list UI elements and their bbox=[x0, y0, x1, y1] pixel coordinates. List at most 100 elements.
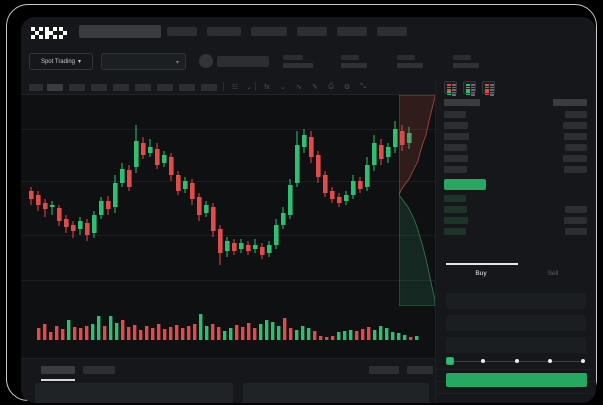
orderbook-ask-right-2 bbox=[564, 133, 587, 140]
okx-logo[interactable] bbox=[31, 26, 69, 39]
pencil-icon[interactable]: ✎ bbox=[312, 84, 318, 91]
order-total-field[interactable] bbox=[446, 337, 586, 353]
confirm-buy-button[interactable] bbox=[446, 373, 587, 387]
order-info-line-2 bbox=[436, 393, 596, 394]
timeframe-chip-8[interactable] bbox=[201, 84, 217, 91]
timeframe-chip-4[interactable] bbox=[113, 84, 129, 91]
orders-tab-1[interactable] bbox=[83, 366, 115, 374]
slider-handle[interactable] bbox=[446, 357, 454, 365]
mode-bar bbox=[485, 86, 489, 89]
order-info-line-0 bbox=[436, 369, 596, 370]
orderbook-bid-right-3 bbox=[565, 228, 587, 235]
nav-item-3[interactable] bbox=[297, 27, 327, 36]
mode-bar bbox=[447, 89, 451, 91]
orderbook-price-highlight bbox=[444, 179, 486, 190]
order-amount-field[interactable] bbox=[446, 315, 586, 331]
nav-item-4[interactable] bbox=[337, 27, 367, 36]
timeframe-chip-6[interactable] bbox=[157, 84, 173, 91]
orderbook-ask-left-1 bbox=[444, 122, 468, 129]
mode-bar bbox=[485, 91, 489, 93]
mode-bar bbox=[470, 86, 475, 89]
timeframe-chip-2[interactable] bbox=[69, 84, 85, 91]
timeframe-chip-7[interactable] bbox=[179, 84, 195, 91]
mode-bar bbox=[470, 89, 475, 91]
line-tool-icon[interactable]: ∿ bbox=[296, 84, 302, 91]
price-chart[interactable] bbox=[21, 95, 435, 306]
mode-bar bbox=[451, 89, 456, 91]
ticker-stat-value bbox=[397, 63, 423, 68]
toolbar-divider bbox=[223, 82, 224, 91]
orders-chip-0[interactable] bbox=[369, 366, 399, 374]
mode-bar bbox=[470, 91, 475, 94]
trading-app-screen: Spot Trading ▾ ▾ ☷ ⌄ fx ⌄ ∿ ✎ ⎙ ⚙ ⤡ bbox=[21, 17, 596, 403]
mode-bar bbox=[470, 94, 475, 96]
orderbook-header-left bbox=[444, 99, 480, 106]
timeframe-chip-3[interactable] bbox=[91, 84, 107, 91]
percent-slider[interactable] bbox=[446, 357, 587, 365]
volume-chart bbox=[21, 306, 435, 358]
slider-stop-75[interactable] bbox=[547, 358, 552, 363]
tab-buy[interactable]: Buy bbox=[475, 270, 487, 277]
mode-bar bbox=[485, 89, 489, 91]
orders-panel-1 bbox=[243, 383, 429, 403]
trading-pair-select[interactable]: ▾ bbox=[101, 53, 186, 70]
gridline-0 bbox=[21, 129, 435, 130]
orderbook-bid-right-1 bbox=[565, 206, 587, 213]
candlestick-type-icon[interactable]: ☷ bbox=[231, 84, 239, 91]
candlestick-series bbox=[29, 121, 412, 265]
orderbook-mode-both[interactable] bbox=[444, 81, 457, 96]
nav-item-5[interactable] bbox=[377, 27, 407, 36]
orders-tab-0[interactable] bbox=[41, 366, 75, 374]
orderbook-mode-asks[interactable] bbox=[482, 81, 495, 96]
camera-icon[interactable]: ⎙ bbox=[328, 83, 334, 90]
ticker-stat-0 bbox=[283, 55, 313, 68]
ticker-stat-label bbox=[453, 55, 471, 60]
pair-name-placeholder bbox=[217, 56, 269, 67]
mode-bar bbox=[489, 94, 494, 96]
timeframe-chip-5[interactable] bbox=[135, 84, 151, 91]
slider-stop-50[interactable] bbox=[514, 358, 519, 363]
mode-bar bbox=[466, 93, 470, 96]
indicator-icon[interactable]: fx bbox=[264, 83, 270, 91]
slider-stop-100[interactable] bbox=[581, 358, 585, 363]
pair-avatar bbox=[199, 54, 213, 68]
mode-bar bbox=[466, 84, 470, 86]
orders-panel-0 bbox=[35, 383, 233, 403]
ticker-stat-value bbox=[341, 63, 367, 68]
chart-toolbar: ☷ ⌄ fx ⌄ ∿ ✎ ⎙ ⚙ ⤡ bbox=[21, 79, 435, 95]
nav-item-1[interactable] bbox=[207, 27, 241, 36]
fullscreen-icon[interactable]: ⤡ bbox=[360, 83, 366, 90]
slider-stop-25[interactable] bbox=[481, 358, 486, 363]
orderbook-ask-left-0 bbox=[444, 111, 466, 118]
orderbook-ask-right-4 bbox=[563, 155, 587, 162]
orders-chip-1[interactable] bbox=[407, 366, 433, 374]
orderbook-ask-left-4 bbox=[444, 155, 468, 162]
mode-bar bbox=[447, 91, 451, 93]
mode-bar bbox=[451, 86, 456, 89]
nav-item-2[interactable] bbox=[251, 27, 287, 36]
nav-item-0[interactable] bbox=[167, 27, 197, 36]
orderbook-mode-bids[interactable] bbox=[463, 81, 476, 96]
orders-tab-bar bbox=[21, 358, 435, 381]
tab-sell[interactable]: Sell bbox=[547, 270, 559, 277]
mode-bar bbox=[447, 86, 451, 89]
settings-icon[interactable]: ⚙ bbox=[343, 84, 351, 91]
search-input[interactable] bbox=[79, 25, 161, 38]
mode-bar bbox=[466, 89, 470, 91]
ticker-stat-label bbox=[283, 55, 303, 60]
buy-sell-tabs: Buy Sell bbox=[436, 261, 596, 287]
spot-trading-dropdown[interactable]: Spot Trading ▾ bbox=[29, 53, 93, 70]
indicator-chevron-icon[interactable]: ⌄ bbox=[280, 84, 286, 91]
ticker-stat-3 bbox=[453, 55, 479, 68]
mode-bar bbox=[447, 84, 451, 86]
timeframe-chip-1[interactable] bbox=[47, 84, 63, 91]
timeframe-chip-0[interactable] bbox=[29, 84, 43, 91]
order-price-field[interactable] bbox=[446, 293, 586, 309]
mode-bar bbox=[489, 89, 494, 91]
candlestick-chevron-icon[interactable]: ⌄ bbox=[246, 84, 252, 91]
order-book[interactable] bbox=[436, 97, 596, 249]
buy-tab-underline bbox=[446, 263, 518, 265]
spot-trading-label: Spot Trading bbox=[40, 58, 75, 65]
orderbook-bid-left-2 bbox=[444, 217, 468, 224]
gridline-3 bbox=[21, 280, 435, 281]
